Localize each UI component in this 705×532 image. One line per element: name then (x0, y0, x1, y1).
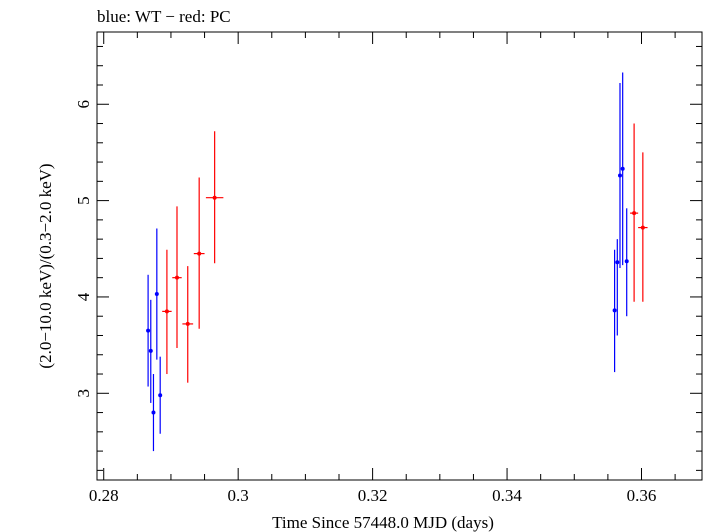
data-point (154, 292, 159, 297)
y-tick-labels: 3 4 5 6 (74, 100, 93, 398)
data-point (615, 260, 620, 265)
data-point (197, 251, 202, 256)
x-tick-label: 0.36 (627, 486, 657, 505)
data-point (164, 309, 169, 314)
data-point (612, 308, 617, 313)
x-tick-label: 0.34 (492, 486, 522, 505)
chart-title: blue: WT − red: PC (97, 7, 231, 26)
x-tick-labels: 0.28 0.3 0.32 0.34 0.36 (89, 486, 657, 505)
plot-frame (96, 31, 703, 481)
y-tick-label: 6 (74, 100, 93, 109)
x-axis-label: Time Since 57448.0 MJD (days) (272, 513, 494, 532)
data-series (146, 72, 648, 452)
y-tick-label: 3 (74, 389, 93, 398)
series-pc (162, 123, 648, 383)
data-point (632, 211, 637, 216)
x-tick-label: 0.28 (89, 486, 119, 505)
axis-ticks (97, 32, 702, 480)
y-tick-label: 5 (74, 196, 93, 205)
data-point (146, 328, 151, 333)
data-point (620, 166, 625, 171)
series-wt (146, 72, 629, 452)
x-tick-label: 0.3 (228, 486, 249, 505)
x-tick-label: 0.32 (358, 486, 388, 505)
data-point (617, 173, 622, 178)
y-tick-label: 4 (74, 292, 93, 301)
data-point (212, 195, 217, 200)
data-point (158, 393, 163, 398)
y-axis-label: (2.0−10.0 keV)/(0.3−2.0 keV) (36, 163, 55, 368)
data-point (148, 348, 153, 353)
data-point (624, 259, 629, 264)
data-point (185, 321, 190, 326)
data-point (174, 275, 179, 280)
data-point (151, 410, 156, 415)
data-point (640, 225, 645, 230)
